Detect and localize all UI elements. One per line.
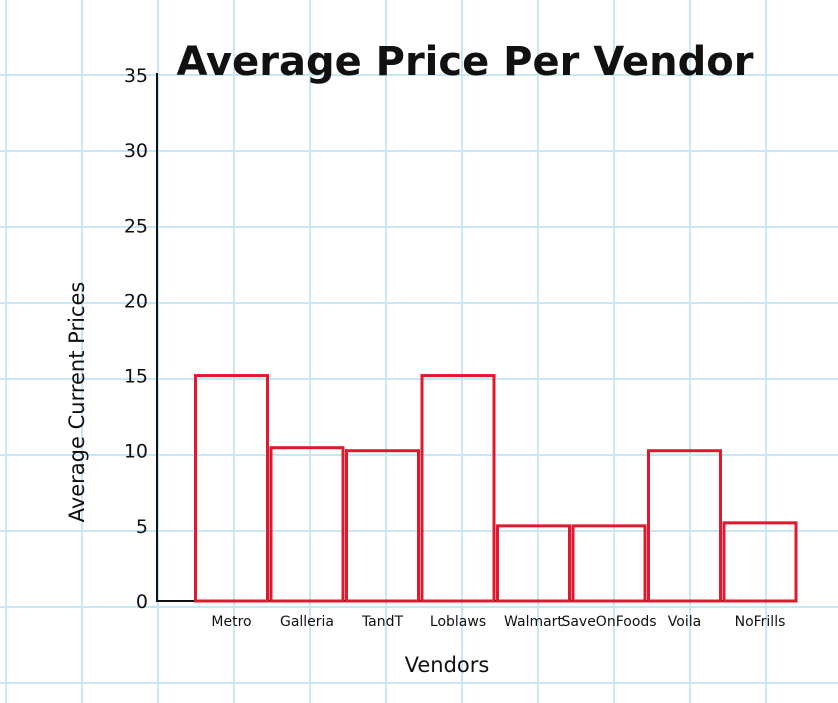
y-tick-label: 5 [136,516,148,538]
x-tick-label: Walmart [504,614,563,630]
bar [571,524,647,603]
y-tick-label: 15 [124,366,148,388]
y-tick-label: 25 [124,215,148,237]
y-axis-title: Average Current Prices [65,282,89,523]
x-labels: Metro Galleria TandT Loblaws WalmartSaveOnFo… [211,614,785,630]
bar [345,449,420,603]
bar [647,449,722,603]
x-tick-label: Metro [211,614,251,630]
bars [194,374,798,603]
bar [496,524,571,603]
x-tick-label: Voila [668,614,701,630]
y-tick-label: 35 [124,65,148,87]
x-tick-label: TandT [361,614,404,630]
y-tick-label: 10 [124,441,148,463]
y-tick-label: 0 [136,591,148,613]
y-ticks: 0 5 10 15 20 25 30 35 [124,65,148,613]
bar [722,521,798,603]
x-tick-label: Galleria [280,614,334,630]
bar [269,446,345,603]
x-tick-label: Loblaws [430,614,486,630]
x-axis-title: Vendors [405,653,490,677]
chart-title: Average Price Per Vendor [177,39,754,85]
x-tick-label: NoFrills [735,614,786,630]
bar [420,374,496,603]
y-tick-label: 30 [124,140,148,162]
x-tick-label: SaveOnFoods [561,614,656,630]
y-tick-label: 20 [124,290,148,312]
bar [194,374,269,603]
